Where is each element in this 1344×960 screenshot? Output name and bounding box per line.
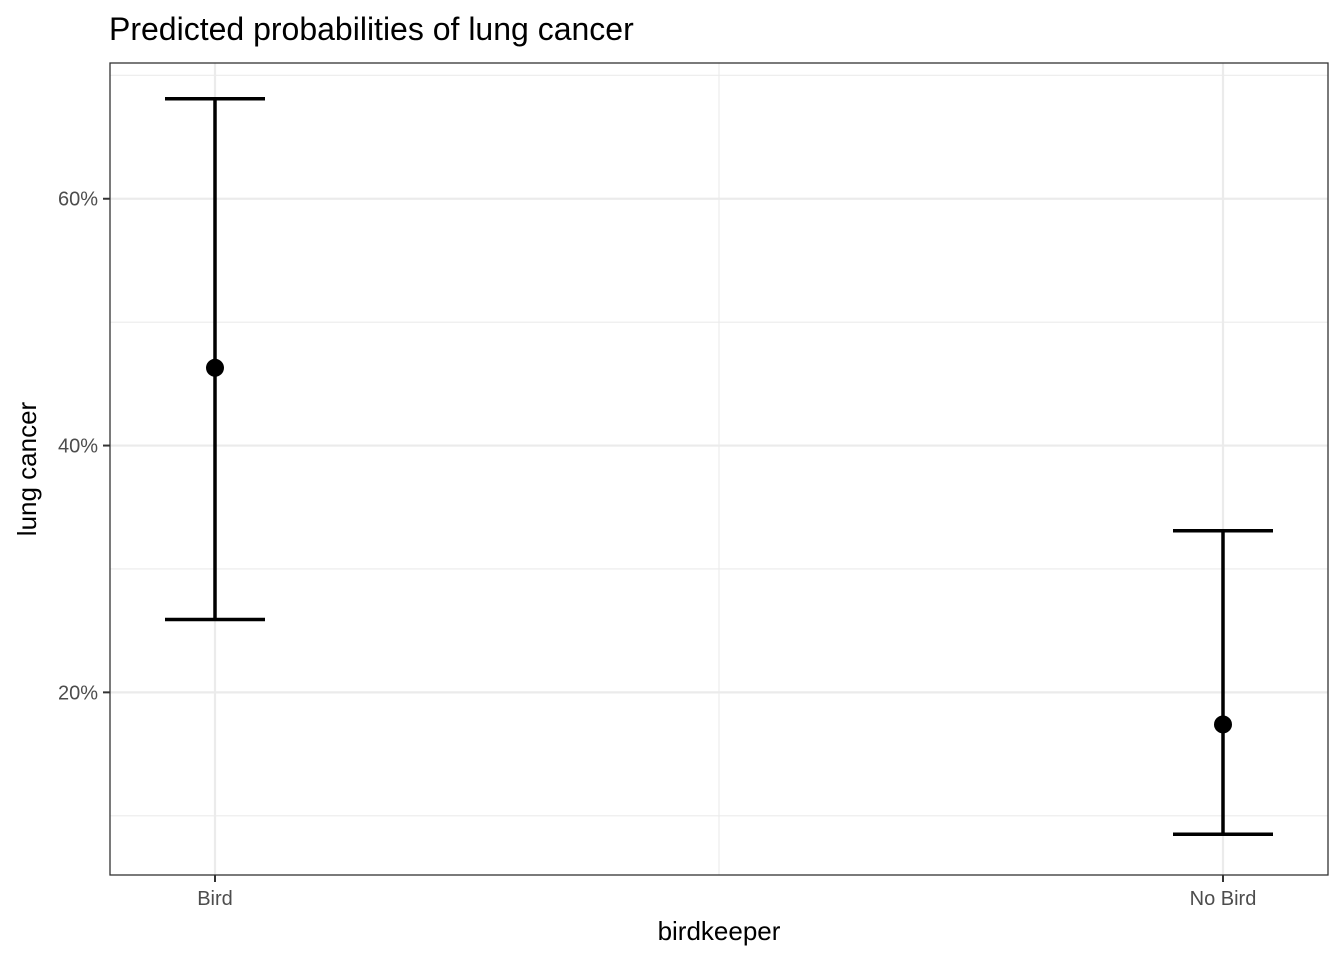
y-tick-label-20: 20% — [58, 682, 98, 704]
panel-border — [109, 62, 1329, 876]
y-axis-title: lung cancer — [12, 401, 42, 536]
x-tick-label-0: Bird — [197, 888, 233, 910]
x-axis: Bird No Bird — [197, 875, 1256, 910]
point-0 — [206, 358, 224, 377]
y-axis: 20% 40% 60% — [58, 189, 110, 704]
x-axis-title: birdkeeper — [658, 916, 781, 946]
y-tick-label-40: 40% — [58, 436, 98, 458]
errorbar-1 — [1173, 528, 1273, 837]
x-tick-label-1: No Bird — [1190, 888, 1257, 910]
errorbar-0 — [165, 97, 265, 622]
y-tick-label-60: 60% — [58, 189, 98, 211]
data-marks — [165, 97, 1273, 837]
chart-title: Predicted probabilities of lung cancer — [109, 11, 634, 47]
point-1 — [1214, 715, 1232, 734]
